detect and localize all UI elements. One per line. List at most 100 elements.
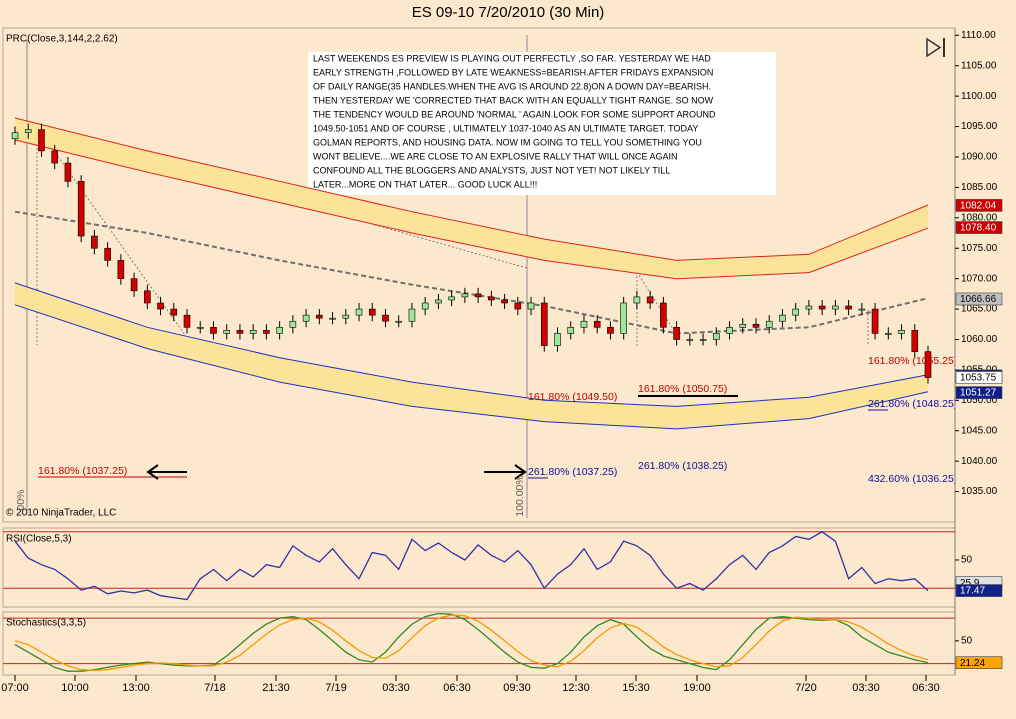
candle-body [64, 162, 72, 182]
candle-body [236, 330, 244, 334]
note-line: WONT BELIEVE....WE ARE CLOSE TO AN EXPLO… [313, 151, 677, 161]
x-tick-label: 21:30 [262, 682, 290, 694]
candle-body [765, 320, 773, 328]
y-tick-label: 1090.00 [961, 152, 998, 163]
candle-body [51, 150, 58, 164]
band-line [14, 304, 929, 430]
play-icon[interactable] [926, 37, 942, 58]
candle-body [289, 320, 297, 328]
candle-body [130, 278, 138, 292]
candle-body [885, 333, 892, 335]
candle-body [911, 330, 919, 352]
candle-body [382, 314, 389, 322]
candle-body [488, 296, 495, 301]
x-tick-label: 03:30 [382, 682, 410, 694]
y-tick-label: 1100.00 [961, 91, 997, 102]
x-tick-label: 7/18 [204, 682, 225, 694]
annotation: 00% [15, 489, 27, 510]
candle-body [329, 317, 336, 320]
candle-body [593, 320, 601, 328]
candle-body [620, 302, 627, 334]
candle-body [845, 305, 852, 310]
y-tick-label: 1080.00 [961, 212, 998, 223]
y-tick-label: 1040.00 [961, 456, 998, 467]
candle-body [540, 302, 548, 346]
annotation: 432.60% (1036.25) [868, 473, 957, 485]
panel-label: PRC(Close,3,144,2,2.62) [6, 34, 118, 45]
x-tick-label: 7/20 [795, 682, 816, 694]
plot-area [3, 612, 955, 672]
candle-body [302, 314, 310, 322]
candle-body [660, 302, 667, 328]
candle-body [435, 299, 442, 304]
indicator-line [14, 612, 929, 672]
band-line [14, 139, 929, 280]
note-line: CONFOUND ALL THE BLOGGERS AND ANALYSTS, … [313, 165, 670, 175]
y-tick-label: 50 [961, 635, 973, 646]
price-marker [955, 199, 1003, 212]
candle-body [673, 327, 680, 340]
candle-body [858, 308, 866, 311]
candle-body [461, 293, 469, 298]
price-marker [955, 292, 1003, 306]
band-fill [15, 282, 928, 429]
candle-body [898, 330, 905, 334]
trend-line [636, 271, 681, 341]
candle-body [210, 327, 217, 334]
candle-body [554, 333, 561, 346]
price-marker-label: 1066.66 [960, 294, 997, 305]
candle-body [77, 181, 85, 237]
candle-body [263, 330, 270, 334]
arrow-head [514, 464, 527, 480]
candle-body [183, 314, 191, 328]
candle-body [501, 299, 508, 304]
price-marker-label: 1053.75 [960, 373, 997, 384]
x-tick-label: 15:30 [622, 682, 650, 694]
candle-body [276, 327, 283, 334]
note-box [308, 52, 776, 195]
candle-body [104, 247, 111, 261]
note-line: THE TENDENCY WOULD BE AROUND 'NORMAL ' A… [313, 109, 716, 119]
candle-body [514, 302, 522, 310]
candle-body [421, 302, 429, 310]
band-line [14, 210, 929, 335]
annotation: 261.80% (1048.25) [868, 398, 957, 410]
y-tick-label: 1110.00 [961, 30, 996, 41]
note-line: OF DAILY RANGE(35 HANDLES.WHEN THE AVG I… [313, 81, 711, 91]
x-tick-label: 10:00 [61, 682, 89, 694]
x-tick-label: 13:00 [122, 682, 150, 694]
y-tick-label: 1095.00 [961, 121, 998, 132]
candle-body [832, 305, 839, 310]
annotation: 261.80% (1038.25) [638, 460, 727, 472]
y-tick-label: 1085.00 [961, 182, 998, 193]
panel-label: Stochastics(3,3,5) [6, 618, 86, 629]
indicator-line [14, 531, 929, 601]
price-marker [955, 221, 1003, 234]
price-marker-label: 17.47 [960, 586, 985, 597]
candle-body [792, 308, 799, 316]
price-marker-label: 1082.04 [960, 201, 997, 212]
x-tick-label: 07:00 [1, 682, 29, 694]
annotation: 100.00% [514, 475, 526, 516]
annotation: 161.80% (1049.50) [528, 391, 617, 403]
band-line [14, 282, 929, 407]
candle-body [726, 327, 733, 334]
candle-body [117, 260, 125, 279]
price-marker [955, 656, 1003, 669]
y-tick-label: 1035.00 [961, 486, 998, 497]
note-line: LAST WEEKENDS ES PREVIEW IS PLAYING OUT … [313, 53, 711, 63]
y-tick-label: 50 [961, 555, 973, 566]
candle-body [924, 351, 932, 378]
price-marker-label: 25.9 [960, 578, 980, 589]
copyright: © 2010 NinjaTrader, LLC [6, 508, 116, 519]
note-line: GOLMAN REPORTS, AND HOUSING DATA. NOW IM… [313, 137, 702, 147]
x-tick-label: 03:30 [852, 682, 880, 694]
indicator-line [14, 614, 929, 672]
annotation: 161.80% (1037.25) [38, 465, 127, 477]
annotation: 161.80% (1055.25) [868, 355, 957, 367]
y-tick-label: 1070.00 [961, 273, 998, 284]
x-tick-label: 06:30 [443, 682, 471, 694]
candle-body [607, 327, 614, 334]
candle-body [249, 330, 257, 334]
